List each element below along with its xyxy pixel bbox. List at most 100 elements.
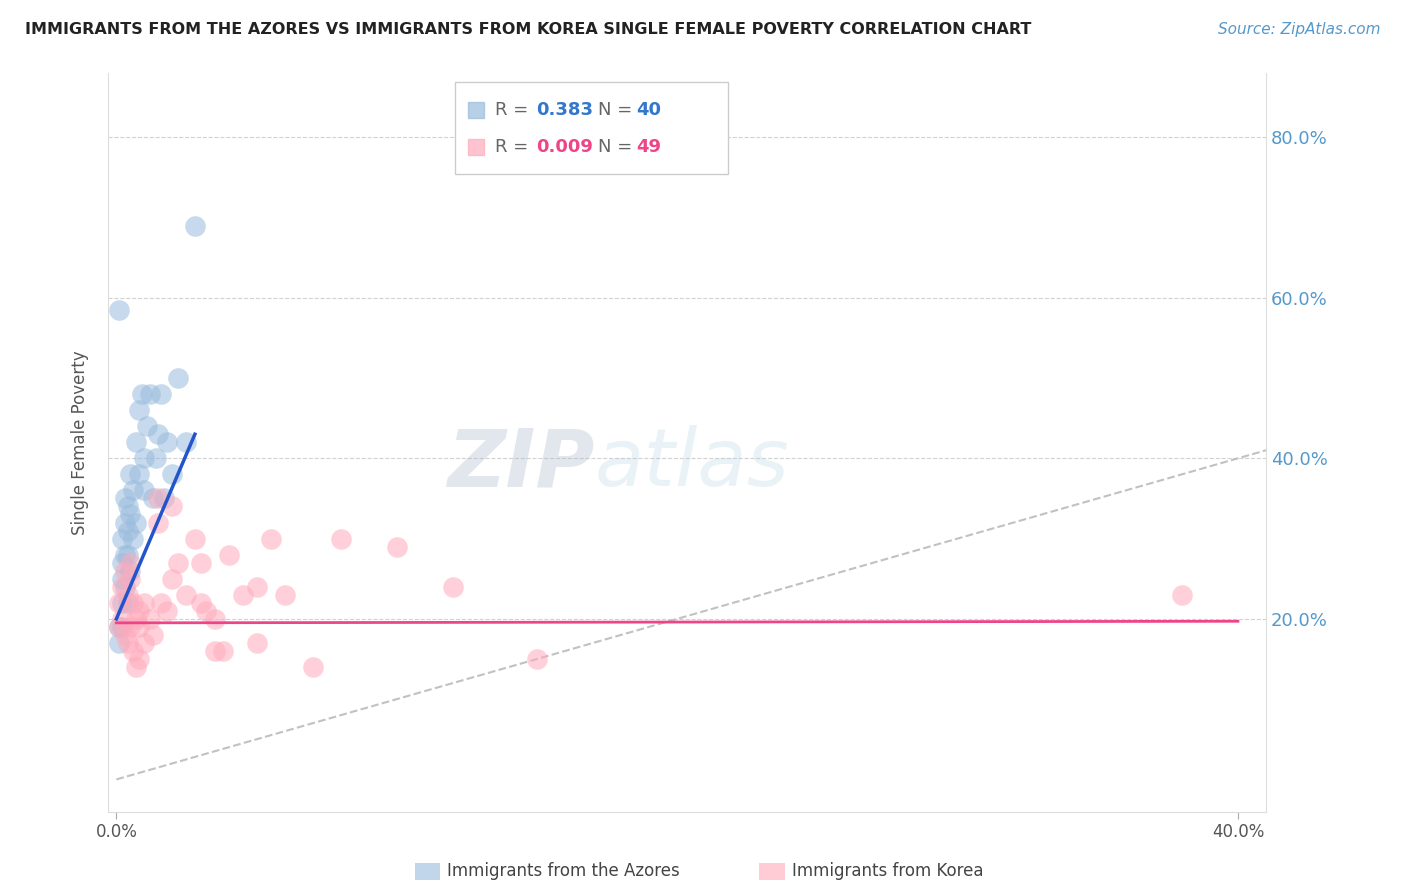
Point — [131, 387, 153, 401]
Point — [134, 451, 156, 466]
Point — [108, 302, 131, 317]
Point — [162, 500, 184, 514]
Point — [114, 564, 136, 578]
Point — [117, 596, 139, 610]
Text: 40: 40 — [636, 101, 661, 119]
Point — [122, 644, 145, 658]
Text: Source: ZipAtlas.com: Source: ZipAtlas.com — [1218, 22, 1381, 37]
Point — [117, 588, 139, 602]
Point — [441, 580, 464, 594]
Point — [125, 435, 148, 450]
Point — [136, 419, 159, 434]
Point — [167, 556, 190, 570]
Point — [125, 612, 148, 626]
Point — [128, 620, 150, 634]
Point — [120, 564, 142, 578]
Point — [117, 548, 139, 562]
Point — [190, 556, 212, 570]
Point — [153, 491, 176, 506]
Point — [122, 596, 145, 610]
Point — [117, 500, 139, 514]
Point — [150, 596, 173, 610]
Point — [120, 572, 142, 586]
Point — [134, 636, 156, 650]
Point — [122, 483, 145, 498]
Point — [111, 612, 134, 626]
Text: N =: N = — [598, 138, 638, 156]
Point — [204, 612, 226, 626]
Point — [190, 596, 212, 610]
Text: 49: 49 — [636, 138, 661, 156]
Point — [120, 508, 142, 522]
Point — [218, 548, 240, 562]
Point — [148, 516, 170, 530]
Point — [195, 604, 218, 618]
Point — [108, 596, 131, 610]
Point — [246, 580, 269, 594]
Point — [148, 491, 170, 506]
Point — [111, 556, 134, 570]
Point — [329, 532, 352, 546]
Point — [204, 644, 226, 658]
Point — [128, 652, 150, 666]
Text: IMMIGRANTS FROM THE AZORES VS IMMIGRANTS FROM KOREA SINGLE FEMALE POVERTY CORREL: IMMIGRANTS FROM THE AZORES VS IMMIGRANTS… — [25, 22, 1032, 37]
Point — [108, 620, 131, 634]
Text: atlas: atlas — [595, 425, 789, 503]
Point — [128, 467, 150, 482]
Point — [273, 588, 295, 602]
Point — [111, 620, 134, 634]
Point — [108, 636, 131, 650]
Point — [385, 540, 408, 554]
Point — [139, 387, 162, 401]
Point — [114, 628, 136, 642]
Point — [167, 371, 190, 385]
Point — [120, 556, 142, 570]
Point — [301, 660, 323, 674]
Point — [120, 620, 142, 634]
Text: Immigrants from the Azores: Immigrants from the Azores — [447, 863, 681, 880]
Point — [114, 491, 136, 506]
Text: ZIP: ZIP — [447, 425, 595, 503]
Text: R =: R = — [495, 101, 534, 119]
Point — [139, 612, 162, 626]
Point — [114, 580, 136, 594]
Point — [176, 435, 198, 450]
Point — [176, 588, 198, 602]
Point — [134, 483, 156, 498]
Point — [142, 491, 165, 506]
Point — [125, 660, 148, 674]
Point — [111, 532, 134, 546]
Point — [184, 532, 207, 546]
Point — [114, 516, 136, 530]
Point — [111, 572, 134, 586]
Point — [117, 636, 139, 650]
Point — [162, 467, 184, 482]
Point — [108, 620, 131, 634]
Point — [232, 588, 254, 602]
Point — [526, 652, 548, 666]
Text: 0.009: 0.009 — [537, 138, 593, 156]
Point — [145, 451, 167, 466]
Point — [111, 580, 134, 594]
Y-axis label: Single Female Poverty: Single Female Poverty — [72, 350, 89, 534]
Point — [125, 516, 148, 530]
Point — [134, 596, 156, 610]
Point — [246, 636, 269, 650]
Point — [150, 387, 173, 401]
Text: Immigrants from Korea: Immigrants from Korea — [792, 863, 983, 880]
Point — [259, 532, 281, 546]
Point — [156, 604, 179, 618]
Point — [122, 532, 145, 546]
Point — [156, 435, 179, 450]
Point — [162, 572, 184, 586]
Point — [128, 403, 150, 417]
Point — [148, 427, 170, 442]
FancyBboxPatch shape — [456, 82, 727, 174]
Point — [120, 467, 142, 482]
Point — [117, 524, 139, 538]
Point — [212, 644, 235, 658]
Point — [128, 604, 150, 618]
Point — [114, 548, 136, 562]
Point — [142, 628, 165, 642]
Text: N =: N = — [598, 101, 638, 119]
